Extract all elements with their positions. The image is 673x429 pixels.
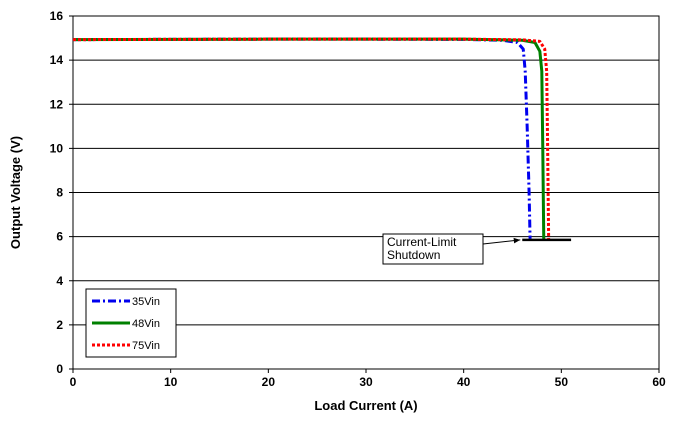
y-tick-label: 4 bbox=[56, 274, 63, 288]
annotation-arrowhead bbox=[513, 237, 521, 244]
x-tick-label: 10 bbox=[164, 375, 178, 389]
legend: 35Vin 48Vin 75Vin bbox=[85, 288, 177, 358]
y-tick-label: 12 bbox=[50, 97, 64, 111]
legend-label-75Vin: 75Vin bbox=[132, 340, 160, 352]
legend-label-48Vin: 48Vin bbox=[132, 318, 160, 330]
annotation-box bbox=[382, 233, 484, 265]
x-tick-label: 30 bbox=[359, 375, 373, 389]
axis-ticks: 0 10 20 30 40 50 60 0 2 4 6 8 10 12 14 16 bbox=[50, 9, 666, 389]
series-line-75Vin bbox=[72, 37, 551, 239]
x-tick-label: 60 bbox=[652, 375, 666, 389]
x-tick-label: 20 bbox=[262, 375, 276, 389]
y-tick-label: 8 bbox=[56, 186, 63, 200]
y-tick-label: 2 bbox=[56, 318, 63, 332]
y-tick-label: 10 bbox=[50, 141, 64, 155]
annotation-line-0: Current-Limit bbox=[387, 235, 457, 249]
series-lines bbox=[72, 37, 551, 239]
series-line-48Vin bbox=[72, 37, 546, 239]
x-axis-title: Load Current (A) bbox=[314, 398, 417, 413]
annotation-line-1: Shutdown bbox=[387, 248, 440, 262]
x-tick-label: 50 bbox=[555, 375, 569, 389]
x-tick-label: 40 bbox=[457, 375, 471, 389]
x-tick-label: 0 bbox=[70, 375, 77, 389]
y-tick-label: 6 bbox=[56, 230, 63, 244]
series-line-35Vin bbox=[72, 37, 532, 239]
y-axis-title: Output Voltage (V) bbox=[8, 136, 23, 249]
legend-label-35Vin: 35Vin bbox=[132, 296, 160, 308]
y-tick-label: 14 bbox=[50, 53, 64, 67]
y-tick-label: 16 bbox=[50, 9, 64, 23]
y-tick-label: 0 bbox=[56, 362, 63, 376]
